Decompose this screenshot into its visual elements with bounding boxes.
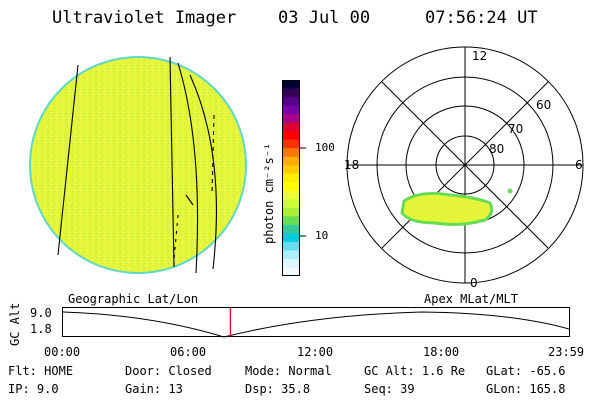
colorbar-swatch (282, 105, 300, 115)
geographic-image (29, 56, 247, 274)
status-glat: GLat: -65.6 (486, 364, 566, 378)
geo-grid-lines (57, 56, 217, 274)
timeline-x-tick-0000: 00:00 (44, 345, 81, 359)
timeline-x-tick-1200: 12:00 (297, 345, 334, 359)
lat-label-80: 80 (489, 142, 504, 156)
auroral-spot (507, 188, 513, 194)
earth-disk (29, 56, 247, 274)
color-bar (282, 80, 306, 276)
colorbar-swatch (282, 97, 300, 107)
mlt-label-0: 0 (470, 276, 478, 290)
status-seq: Seq: 39 (364, 382, 415, 396)
date-label: 03 Jul 00 (278, 8, 371, 28)
timeline-x-tick-1800: 18:00 (423, 345, 460, 359)
timeline-left-label: Geographic Lat/Lon (68, 292, 199, 306)
colorbar-swatch (282, 165, 300, 175)
colorbar-swatch (282, 267, 300, 276)
altitude-curve (62, 311, 570, 338)
colorbar-swatch (282, 233, 300, 243)
status-gain: Gain: 13 (125, 382, 183, 396)
timeline-y-tick-bottom: 1.8 (30, 322, 52, 336)
timeline-x-tick-2359: 23:59 (548, 345, 585, 359)
colorbar-swatch (282, 207, 300, 217)
colorbar-swatch (282, 139, 300, 149)
instrument-title: Ultraviolet Imager (52, 8, 237, 28)
status-glon: GLon: 165.8 (486, 382, 566, 396)
colorbar-swatch (282, 122, 300, 132)
polar-plot: 12 18 6 0 60 70 80 (344, 46, 584, 290)
colorbar-swatch (282, 199, 300, 209)
status-dsp: Dsp: 35.8 (245, 382, 311, 396)
colorbar-swatch (282, 88, 300, 98)
status-ip: IP: 9.0 (8, 382, 59, 396)
time-label: 07:56:24 UT (425, 8, 538, 28)
auroral-oval (400, 192, 494, 226)
colorbar-swatch (282, 173, 300, 183)
colorbar-swatch (282, 80, 300, 90)
colorbar-swatch (282, 258, 300, 268)
colorbar-swatch (282, 190, 300, 200)
status-gc-alt: GC Alt: 1.6 Re (364, 364, 466, 378)
timeline-x-tick-0600: 06:00 (170, 345, 207, 359)
timeline-y-axis-label: GC Alt (8, 302, 22, 346)
colorbar-frame (282, 80, 300, 276)
status-door: Door: Closed (125, 364, 212, 378)
mlt-label-18: 18 (344, 158, 359, 172)
colorbar-swatch (282, 216, 300, 226)
colorbar-swatch (282, 114, 300, 124)
status-flt: Flt: HOME (8, 364, 74, 378)
colorbar-swatch (282, 148, 300, 158)
mlt-label-12: 12 (472, 49, 487, 63)
colorbar-tick-10: 10 (315, 229, 329, 242)
timeline-y-tick-top: 9.0 (30, 306, 52, 320)
colorbar-swatch (282, 250, 300, 260)
lat-label-70: 70 (508, 122, 523, 136)
colorbar-tick-100: 100 (315, 141, 335, 154)
colorbar-swatch (282, 241, 300, 251)
colorbar-swatch (282, 156, 300, 166)
timeline-plot (62, 307, 570, 338)
lat-label-60: 60 (536, 98, 551, 112)
colorbar-units-label: photon cm⁻²s⁻¹ (262, 142, 276, 244)
mlt-label-6: 6 (575, 158, 583, 172)
timeline-frame (62, 307, 570, 337)
timeline-right-label: Apex MLat/MLT (424, 292, 518, 306)
status-mode: Mode: Normal (245, 364, 332, 378)
colorbar-swatch (282, 224, 300, 234)
colorbar-swatch (282, 131, 300, 141)
colorbar-swatch (282, 182, 300, 192)
